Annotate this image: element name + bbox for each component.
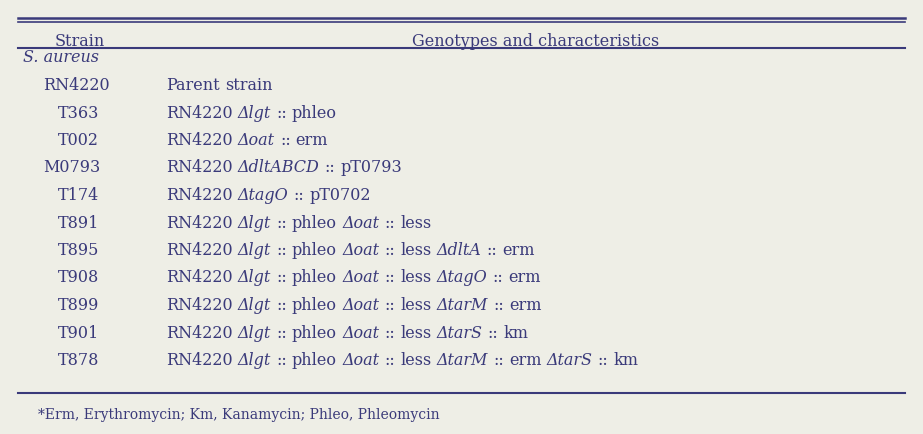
- Text: ::: ::: [384, 270, 395, 286]
- Text: S. aureus: S. aureus: [23, 49, 99, 66]
- Text: RN4220: RN4220: [166, 352, 233, 369]
- Text: Δoat: Δoat: [342, 270, 379, 286]
- Text: ΔdltA: ΔdltA: [437, 242, 481, 259]
- Text: phleo: phleo: [292, 105, 337, 122]
- Text: T174: T174: [58, 187, 100, 204]
- Text: ::: ::: [294, 187, 305, 204]
- Text: ΔtarS: ΔtarS: [546, 352, 593, 369]
- Text: ::: ::: [493, 352, 504, 369]
- Text: Genotypes and characteristics: Genotypes and characteristics: [412, 33, 659, 50]
- Text: less: less: [401, 242, 431, 259]
- Text: ::: ::: [325, 160, 335, 177]
- Text: Δoat: Δoat: [342, 297, 379, 314]
- Text: RN4220: RN4220: [166, 297, 233, 314]
- Text: ::: ::: [384, 214, 395, 231]
- Text: ::: ::: [493, 297, 504, 314]
- Text: T891: T891: [58, 214, 100, 231]
- Text: Δlgt: Δlgt: [238, 325, 271, 342]
- Text: T002: T002: [58, 132, 99, 149]
- Text: ΔdltABCD: ΔdltABCD: [238, 160, 319, 177]
- Text: RN4220: RN4220: [166, 105, 233, 122]
- Text: ΔtarM: ΔtarM: [437, 352, 488, 369]
- Text: pT0793: pT0793: [341, 160, 402, 177]
- Text: ::: ::: [597, 352, 608, 369]
- Text: M0793: M0793: [43, 160, 101, 177]
- Text: ::: ::: [384, 325, 395, 342]
- Text: phleo: phleo: [292, 297, 337, 314]
- Text: RN4220: RN4220: [166, 242, 233, 259]
- Text: erm: erm: [509, 270, 541, 286]
- Text: ::: ::: [280, 132, 291, 149]
- Text: ::: ::: [276, 105, 287, 122]
- Text: Δoat: Δoat: [342, 242, 379, 259]
- Text: T901: T901: [58, 325, 100, 342]
- Text: RN4220: RN4220: [166, 214, 233, 231]
- Text: strain: strain: [224, 77, 272, 94]
- Text: T908: T908: [58, 270, 100, 286]
- Text: less: less: [401, 270, 431, 286]
- Text: ::: ::: [486, 242, 497, 259]
- Text: ::: ::: [276, 242, 287, 259]
- Text: ::: ::: [384, 352, 395, 369]
- Text: T878: T878: [58, 352, 100, 369]
- Text: phleo: phleo: [292, 352, 337, 369]
- Text: ::: ::: [276, 297, 287, 314]
- Text: ::: ::: [276, 214, 287, 231]
- Text: ΔtarM: ΔtarM: [437, 297, 488, 314]
- Text: T363: T363: [58, 105, 100, 122]
- Text: Δlgt: Δlgt: [238, 297, 271, 314]
- Text: erm: erm: [295, 132, 329, 149]
- Text: RN4220: RN4220: [166, 325, 233, 342]
- Text: ΔtagO: ΔtagO: [437, 270, 487, 286]
- Text: ΔtarS: ΔtarS: [437, 325, 483, 342]
- Text: Strain: Strain: [54, 33, 105, 50]
- Text: RN4220: RN4220: [166, 132, 233, 149]
- Text: less: less: [401, 214, 431, 231]
- Text: RN4220: RN4220: [166, 160, 233, 177]
- Text: Δlgt: Δlgt: [238, 352, 271, 369]
- Text: Δoat: Δoat: [342, 325, 379, 342]
- Text: km: km: [504, 325, 529, 342]
- Text: Δoat: Δoat: [238, 132, 275, 149]
- Text: Δlgt: Δlgt: [238, 242, 271, 259]
- Text: *Erm, Erythromycin; Km, Kanamycin; Phleo, Phleomycin: *Erm, Erythromycin; Km, Kanamycin; Phleo…: [38, 408, 439, 422]
- Text: less: less: [401, 325, 431, 342]
- Text: ::: ::: [276, 270, 287, 286]
- Text: Δlgt: Δlgt: [238, 270, 271, 286]
- Text: erm: erm: [509, 297, 542, 314]
- Text: phleo: phleo: [292, 325, 337, 342]
- Text: less: less: [401, 352, 431, 369]
- Text: T899: T899: [58, 297, 100, 314]
- Text: phleo: phleo: [292, 270, 337, 286]
- Text: erm: erm: [509, 352, 542, 369]
- Text: T895: T895: [58, 242, 100, 259]
- Text: phleo: phleo: [292, 242, 337, 259]
- Text: erm: erm: [502, 242, 534, 259]
- Text: RN4220: RN4220: [43, 77, 110, 94]
- Text: ::: ::: [384, 297, 395, 314]
- Text: km: km: [614, 352, 639, 369]
- Text: Δlgt: Δlgt: [238, 105, 271, 122]
- Text: pT0702: pT0702: [309, 187, 371, 204]
- Text: Parent: Parent: [166, 77, 220, 94]
- Text: RN4220: RN4220: [166, 187, 233, 204]
- Text: Δlgt: Δlgt: [238, 214, 271, 231]
- Text: ::: ::: [384, 242, 395, 259]
- Text: Δoat: Δoat: [342, 352, 379, 369]
- Text: ::: ::: [487, 325, 498, 342]
- Text: RN4220: RN4220: [166, 270, 233, 286]
- Text: phleo: phleo: [292, 214, 337, 231]
- Text: ::: ::: [276, 325, 287, 342]
- Text: Δoat: Δoat: [342, 214, 379, 231]
- Text: ΔtagO: ΔtagO: [238, 187, 289, 204]
- Text: ::: ::: [276, 352, 287, 369]
- Text: ::: ::: [492, 270, 503, 286]
- Text: less: less: [401, 297, 431, 314]
